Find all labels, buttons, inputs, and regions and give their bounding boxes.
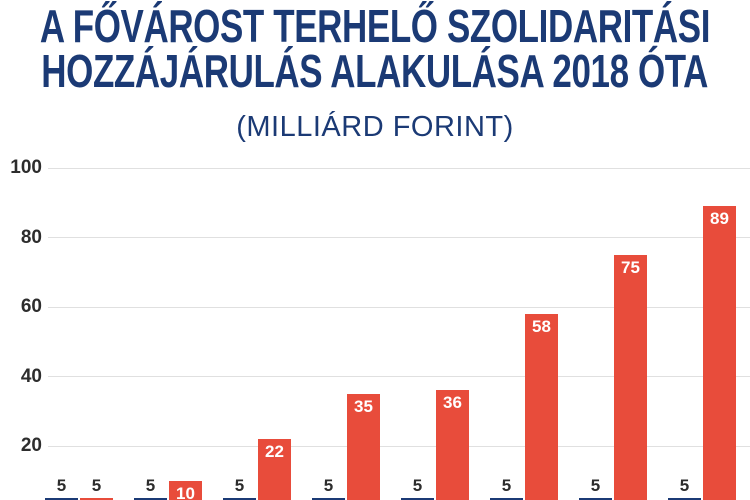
series-blue-value-label-2: 5 (234, 476, 245, 496)
gridline-20 (48, 445, 750, 447)
gridline-80 (48, 237, 750, 238)
series-red-value-label-7: 89 (710, 209, 729, 229)
series-blue-bar-2 (223, 498, 256, 500)
chart-title-line2: HOZZÁJÁRULÁS ALAKULÁSA 2018 ÓTA (0, 48, 750, 94)
series-blue-value-label-1: 5 (145, 476, 156, 496)
series-blue-bar-3 (312, 498, 345, 500)
series-blue-value-label-7: 5 (679, 476, 690, 496)
chart-title-line1: A FŐVÁROST TERHELŐ SZOLIDARITÁSI (0, 3, 750, 49)
series-red-bar-5 (525, 313, 558, 500)
chart-subtitle: (MILLIÁRD FORINT) (0, 110, 750, 144)
series-blue-bar-0 (45, 498, 78, 500)
series-blue-bar-5 (490, 498, 523, 500)
series-blue-value-label-4: 5 (412, 476, 423, 496)
chart-title-line1-text: A FŐVÁROST TERHELŐ SZOLIDARITÁSI (39, 0, 711, 52)
series-blue-bar-7 (668, 498, 701, 500)
chart-subtitle-text: (MILLIÁRD FORINT) (236, 111, 514, 143)
chart-title-line2-text: HOZZÁJÁRULÁS ALAKULÁSA 2018 ÓTA (41, 45, 709, 97)
series-blue-value-label-5: 5 (501, 476, 512, 496)
series-red-bar-4 (436, 390, 469, 500)
y-axis-tick-label-80: 80 (20, 226, 42, 248)
y-axis-tick-label-100: 100 (10, 157, 42, 178)
series-red-bar-1 (169, 480, 202, 500)
series-blue-value-label-0: 5 (56, 476, 67, 496)
series-red-value-label-0: 5 (91, 476, 102, 496)
series-red-bar-7 (703, 206, 736, 500)
gridline-60 (48, 306, 750, 308)
y-axis-tick-label-20: 20 (20, 435, 42, 456)
series-blue-bar-6 (579, 498, 612, 500)
series-blue-value-label-6: 5 (590, 476, 601, 496)
gridline-40 (48, 376, 750, 377)
series-red-bar-6 (614, 254, 647, 500)
series-red-value-label-1: 10 (176, 483, 195, 500)
series-blue-bar-1 (134, 498, 167, 500)
series-red-value-label-6: 75 (621, 257, 640, 277)
series-red-value-label-4: 36 (443, 393, 462, 413)
y-axis-tick-label-60: 60 (20, 296, 42, 317)
series-red-bar-0 (80, 498, 113, 500)
gridline-100 (48, 167, 750, 169)
series-blue-value-label-3: 5 (323, 476, 334, 496)
series-red-bar-2 (258, 439, 291, 500)
series-red-bar-3 (347, 393, 380, 500)
series-red-value-label-5: 58 (532, 316, 551, 336)
y-axis-tick-label-40: 40 (20, 365, 42, 387)
series-blue-bar-4 (401, 498, 434, 500)
series-red-value-label-3: 35 (354, 396, 373, 416)
series-red-value-label-2: 22 (265, 442, 284, 462)
